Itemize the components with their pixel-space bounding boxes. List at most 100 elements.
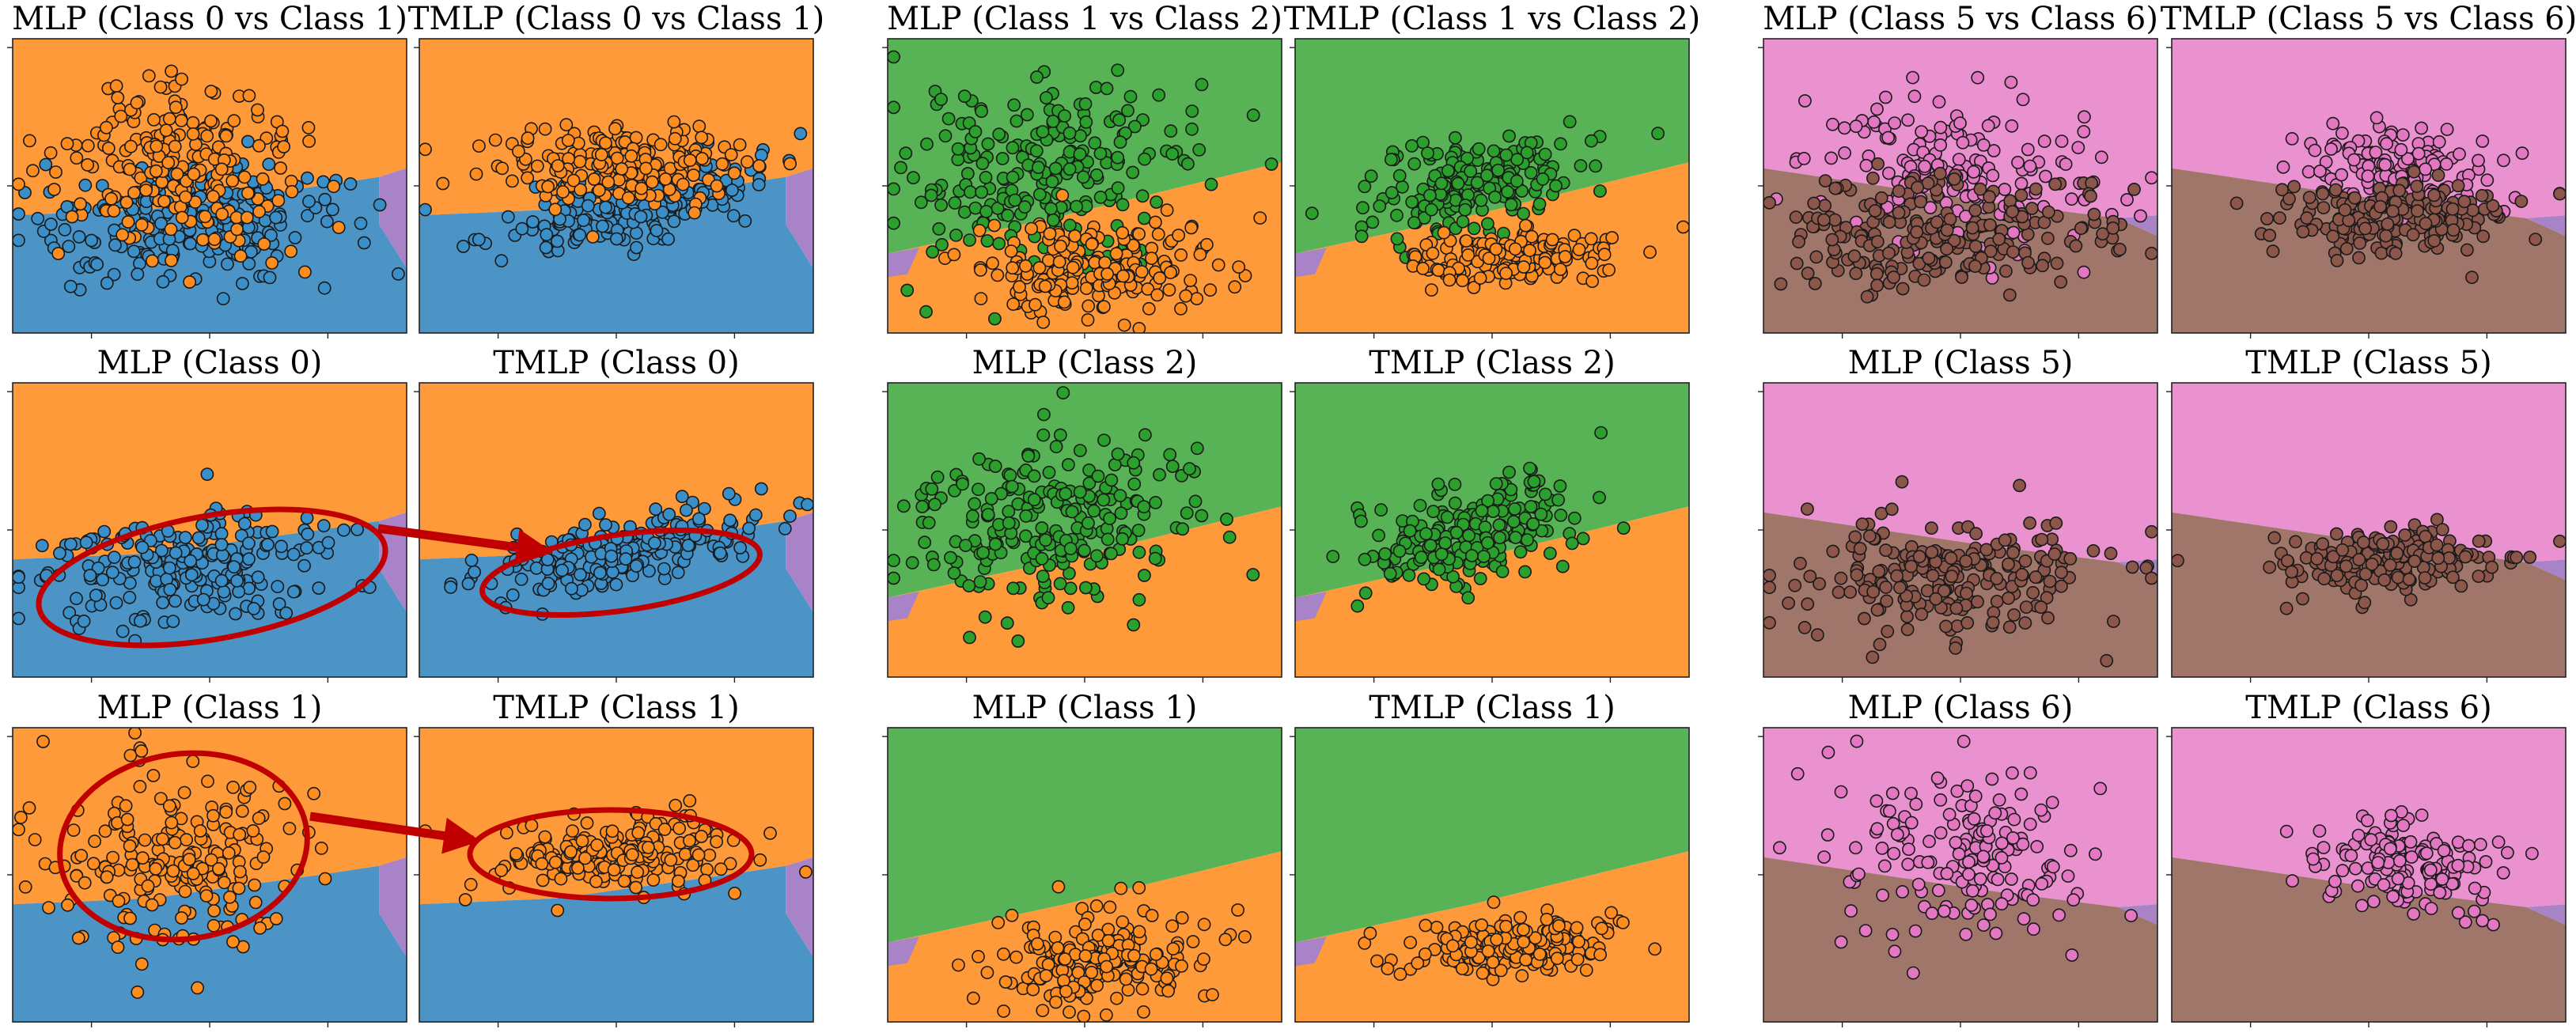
- scatter-point: [128, 728, 142, 740]
- scatter-point: [1973, 182, 1987, 196]
- scatter-point: [35, 539, 49, 553]
- scatter-point: [918, 535, 932, 550]
- scatter-point: [1104, 547, 1118, 561]
- scatter-point: [36, 735, 50, 748]
- scatter-point: [1837, 121, 1851, 135]
- scatter-point: [233, 865, 247, 879]
- scatter-point: [621, 191, 635, 205]
- scatter-point: [667, 214, 681, 229]
- scatter-point: [2013, 479, 2026, 493]
- scatter-point: [1572, 243, 1586, 256]
- scatter-point: [1593, 490, 1606, 505]
- scatter-point: [581, 199, 595, 213]
- scatter-point: [13, 207, 25, 221]
- scatter-point: [1206, 988, 1219, 1001]
- scatter-point: [1907, 89, 1922, 104]
- scatter-point: [1527, 475, 1541, 489]
- scatter-point: [1492, 518, 1506, 532]
- scatter-point: [1834, 785, 1848, 799]
- scatter-point: [974, 292, 988, 305]
- scatter-point: [2419, 846, 2434, 861]
- highlight-ellipse: [467, 807, 755, 902]
- scatter-point: [888, 216, 900, 230]
- scatter-point: [1103, 512, 1116, 525]
- scatter-point: [683, 153, 697, 168]
- scatter-point: [577, 214, 590, 227]
- scatter-point: [1925, 545, 1939, 559]
- highlight-ellipse: [479, 527, 763, 619]
- scatter-point: [2006, 245, 2020, 259]
- scatter-point: [1153, 467, 1166, 482]
- scatter-point: [1851, 867, 1866, 881]
- scatter-point: [1875, 842, 1889, 855]
- scatter-point: [1917, 273, 1931, 287]
- panel-grid: MLP (Class 0 vs Class 1) TMLP (Class 0 vs…: [7, 1, 2576, 1027]
- scatter-point: [960, 167, 975, 180]
- scatter-point: [81, 138, 95, 153]
- scatter-point: [1264, 157, 1279, 171]
- scatter-point: [461, 577, 475, 591]
- scatter-point: [1078, 949, 1093, 963]
- scatter-point: [86, 857, 100, 871]
- scatter-point: [1006, 581, 1021, 596]
- scatter-point: [1432, 562, 1446, 577]
- scatter-point: [1111, 63, 1125, 78]
- scatter-point: [2364, 833, 2378, 847]
- scatter-point: [182, 853, 196, 866]
- scatter-point: [169, 100, 183, 115]
- scatter-point: [728, 887, 741, 900]
- scatter-point: [658, 172, 672, 186]
- scatter-point: [1097, 433, 1111, 447]
- scatter-point: [1405, 138, 1419, 153]
- scatter-point: [617, 874, 631, 888]
- scatter-point: [1132, 227, 1146, 241]
- scatter-point: [1532, 197, 1547, 211]
- scatter-point: [145, 254, 159, 268]
- scatter-point: [1808, 277, 1822, 290]
- scatter-point: [458, 893, 472, 906]
- scatter-point: [566, 173, 581, 187]
- scatter-point: [1486, 505, 1500, 518]
- decision-region: [379, 512, 407, 613]
- scatter-point: [615, 162, 629, 176]
- scatter-point: [512, 144, 525, 158]
- scatter-point: [1051, 941, 1065, 955]
- scatter-point: [2329, 527, 2343, 541]
- scatter-point: [700, 862, 714, 876]
- scatter-point: [1132, 881, 1146, 895]
- scatter-point: [1438, 536, 1453, 550]
- scatter-point: [135, 851, 150, 865]
- scatter-point: [1220, 513, 1233, 526]
- scatter-point: [714, 862, 728, 876]
- scatter-point: [13, 570, 25, 585]
- scatter-point: [1200, 237, 1214, 252]
- scatter-point: [551, 903, 565, 918]
- scatter-point: [1904, 559, 1918, 573]
- scatter-point: [1093, 146, 1108, 161]
- scatter-point: [1834, 935, 1848, 949]
- scatter-point: [972, 950, 985, 963]
- scatter-point: [1470, 176, 1484, 190]
- scatter-point: [1868, 204, 1882, 218]
- scatter-point: [932, 221, 946, 236]
- scatter-point: [947, 248, 961, 262]
- scatter-point: [2411, 204, 2424, 218]
- decision-region: [2172, 857, 2566, 1022]
- scatter-point: [1950, 784, 1964, 798]
- scatter-point: [2055, 566, 2068, 580]
- scatter-point: [1135, 982, 1150, 996]
- scatter-point: [1030, 70, 1044, 84]
- scatter-point: [1407, 157, 1422, 171]
- scatter-point: [207, 233, 222, 246]
- scatter-point: [2049, 516, 2063, 530]
- scatter-point: [650, 224, 664, 237]
- scatter-point: [1943, 212, 1957, 226]
- scatter-point: [191, 531, 206, 545]
- scatter-point: [141, 879, 155, 893]
- scatter-point: [1137, 211, 1151, 225]
- scatter-point: [565, 581, 578, 596]
- scatter-point: [1185, 122, 1199, 136]
- scatter-point: [1051, 880, 1066, 894]
- scatter-point: [672, 821, 686, 835]
